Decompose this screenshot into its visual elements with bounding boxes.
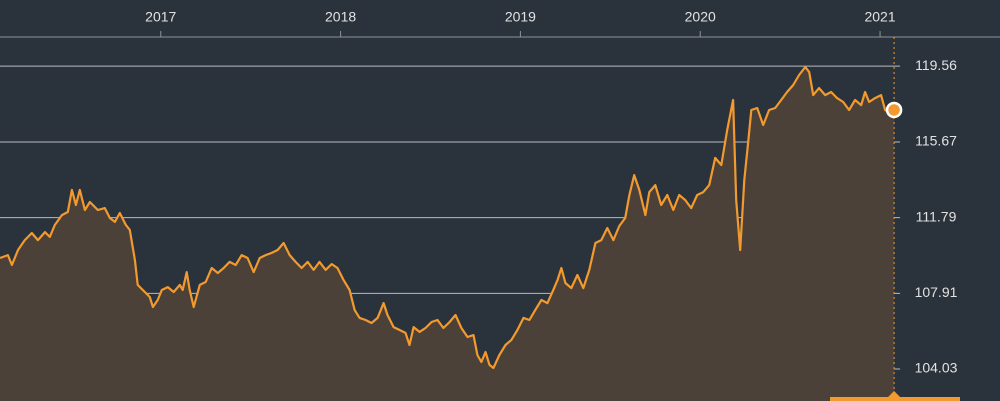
x-tick-label: 2019 — [505, 9, 536, 25]
labels: 104.03 107.91 111.79 115.67 119.56 2017 2018 20… — [145, 9, 957, 376]
line — [0, 65, 895, 370]
x-tick-label: 2018 — [325, 9, 356, 25]
x-tick-label: 2017 — [145, 9, 176, 25]
y-tick-label: 107.91 — [915, 284, 958, 300]
plot — [0, 37, 903, 401]
y-tick-label: 111.79 — [916, 208, 957, 224]
range-bar — [830, 397, 960, 401]
y-tick-label: 119.56 — [915, 57, 957, 73]
x-tick-label: 2020 — [685, 9, 716, 25]
area — [0, 67, 895, 401]
y-tick-label: 115.67 — [915, 133, 957, 149]
y-tick-label: 104.03 — [915, 360, 958, 376]
x-tick-label: 2021 — [864, 9, 895, 25]
last-point — [885, 101, 903, 119]
